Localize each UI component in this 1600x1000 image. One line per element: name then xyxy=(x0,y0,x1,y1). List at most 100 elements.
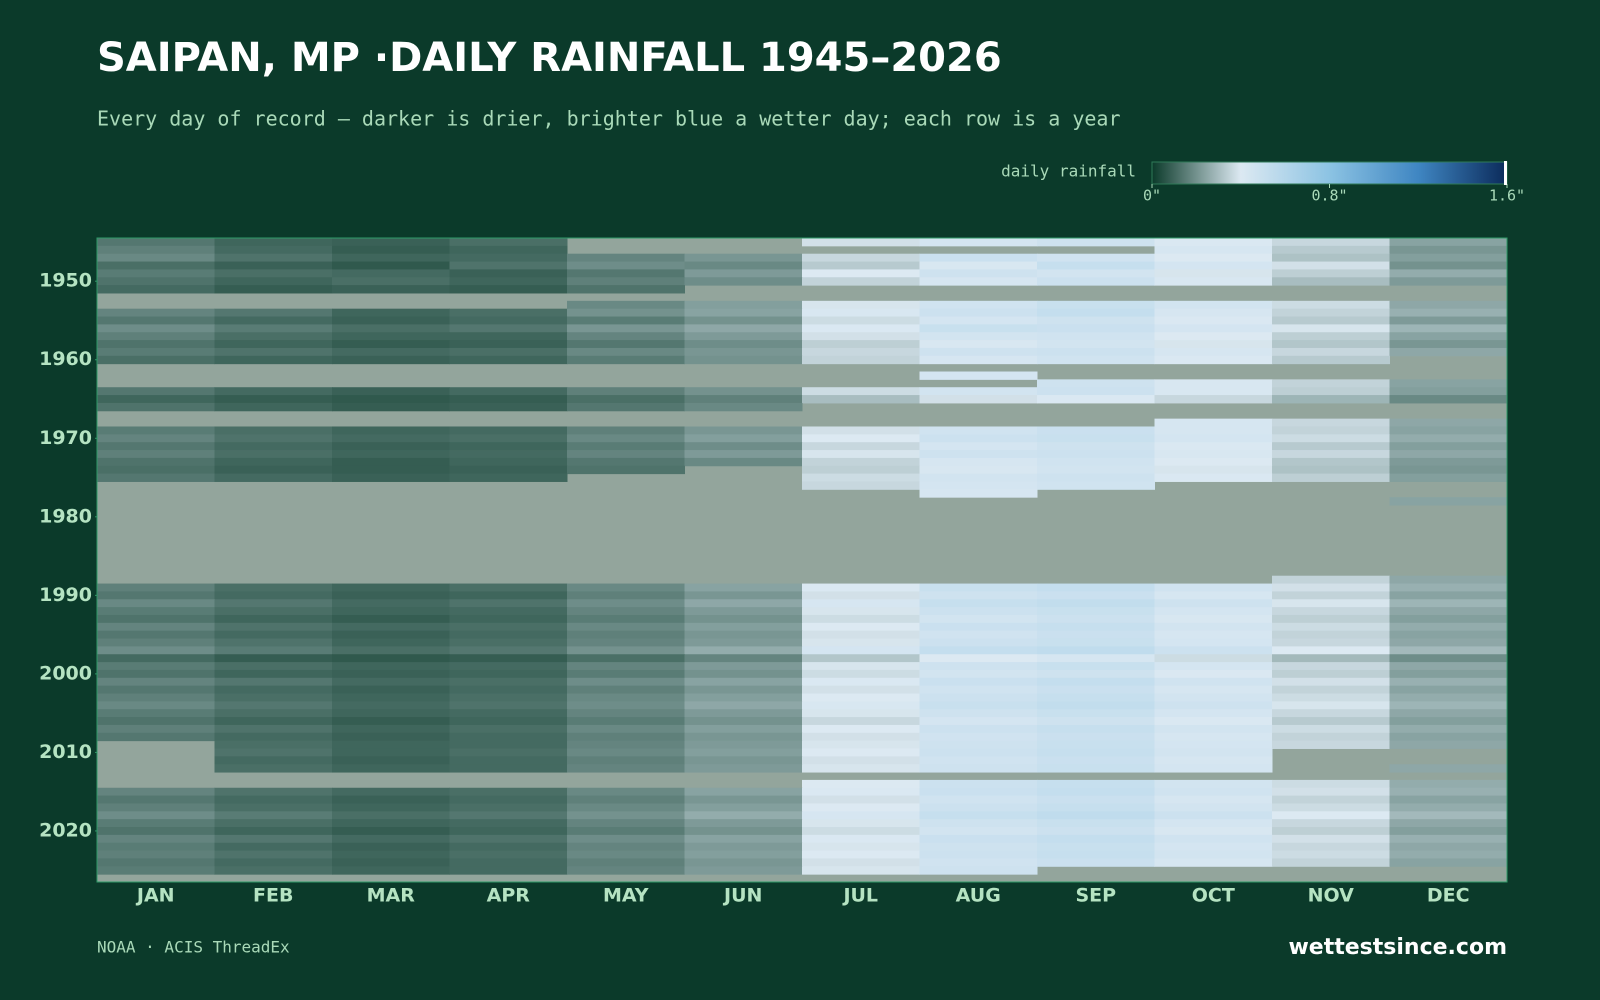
heatmap-cell xyxy=(684,756,803,765)
heatmap-cell xyxy=(1389,787,1508,797)
heatmap-cell xyxy=(214,803,333,812)
heatmap-cell xyxy=(214,662,333,671)
heatmap-cell xyxy=(802,748,920,757)
heatmap-cell xyxy=(802,669,920,679)
heatmap-cell xyxy=(919,489,1038,498)
heatmap-cell xyxy=(449,457,568,467)
heatmap-cell xyxy=(449,756,568,765)
heatmap-cell xyxy=(332,803,450,812)
heatmap-cell xyxy=(1154,238,1273,247)
heatmap-cell xyxy=(1389,347,1508,357)
heatmap-cell xyxy=(1272,850,1390,859)
heatmap-cell xyxy=(97,858,215,867)
heatmap-cell xyxy=(1154,819,1273,828)
heatmap-cell xyxy=(1154,387,1273,396)
heatmap-cell xyxy=(332,662,450,671)
heatmap-cell xyxy=(567,717,685,726)
heatmap-cell xyxy=(449,630,568,640)
x-tick-label: FEB xyxy=(253,885,293,907)
heatmap-cell xyxy=(1154,614,1273,624)
heatmap-cell xyxy=(684,355,803,365)
heatmap-cell xyxy=(919,607,1038,616)
heatmap-cell xyxy=(449,277,568,286)
heatmap-cell xyxy=(1154,277,1273,286)
heatmap-cell xyxy=(1037,614,1155,624)
heatmap-cell xyxy=(1037,850,1155,859)
heatmap-cell xyxy=(1389,583,1508,592)
heatmap-cell xyxy=(567,724,685,734)
heatmap-cell xyxy=(97,795,215,804)
heatmap-cell xyxy=(919,756,1038,765)
heatmap-cell xyxy=(1272,827,1390,836)
heatmap-cell xyxy=(332,646,450,655)
heatmap-cell xyxy=(1037,819,1155,828)
heatmap-cell xyxy=(1389,709,1508,718)
heatmap-cell xyxy=(449,834,568,844)
heatmap-cell xyxy=(97,685,215,695)
heatmap-cell xyxy=(1389,457,1508,467)
heatmap-cell xyxy=(919,701,1038,710)
heatmap-cell xyxy=(684,638,803,647)
source: NOAA · ACIS ThreadEx xyxy=(97,938,290,957)
heatmap-cell xyxy=(1389,607,1508,616)
heatmap-cell xyxy=(97,811,215,820)
heatmap-cell xyxy=(1037,842,1155,852)
heatmap-cell xyxy=(97,340,215,349)
heatmap-cell xyxy=(1389,638,1508,647)
heatmap-cell xyxy=(802,646,920,655)
heatmap-cell xyxy=(1389,395,1508,404)
heatmap-cell xyxy=(449,434,568,443)
heatmap-cell xyxy=(97,269,215,278)
heatmap-cell xyxy=(919,277,1038,286)
heatmap-cell xyxy=(97,583,215,592)
heatmap-cell xyxy=(684,717,803,726)
y-tick-label: 1990 xyxy=(39,584,92,606)
heatmap-cell xyxy=(214,811,333,820)
heatmap-cell xyxy=(567,630,685,640)
heatmap-cell xyxy=(567,740,685,749)
heatmap-cell xyxy=(1272,473,1390,482)
heatmap-cell xyxy=(1389,803,1508,812)
heatmap-cell xyxy=(1037,669,1155,679)
colorbar-tick-label: 0.8" xyxy=(1311,187,1347,205)
heatmap-cell xyxy=(1154,300,1273,310)
heatmap-cell xyxy=(1389,654,1508,663)
heatmap-cell xyxy=(332,402,450,412)
heatmap-cell xyxy=(1272,583,1390,592)
heatmap-cell xyxy=(332,748,450,757)
heatmap-cell xyxy=(1389,253,1508,263)
heatmap-cells xyxy=(97,238,1508,875)
heatmap-cell xyxy=(919,457,1038,467)
heatmap-cell xyxy=(567,709,685,718)
heatmap-cell xyxy=(684,253,803,263)
heatmap-cell xyxy=(1272,340,1390,349)
heatmap-cell xyxy=(1389,238,1508,247)
heatmap-cell xyxy=(802,819,920,828)
heatmap-cell xyxy=(684,402,803,412)
x-tick-label: MAY xyxy=(603,885,649,907)
heatmap-cell xyxy=(567,850,685,859)
heatmap-cell xyxy=(1037,316,1155,325)
heatmap-cell xyxy=(1154,434,1273,443)
heatmap-cell xyxy=(919,465,1038,475)
heatmap-cell xyxy=(332,253,450,263)
heatmap-cell xyxy=(1154,418,1273,427)
heatmap-cell xyxy=(332,717,450,726)
colorbar-label: daily rainfall xyxy=(1001,162,1136,181)
heatmap-cell xyxy=(802,583,920,592)
heatmap-cell xyxy=(1272,819,1390,828)
x-tick-label: JUN xyxy=(722,885,762,907)
heatmap-cell xyxy=(97,724,215,734)
heatmap-cell xyxy=(1154,740,1273,749)
heatmap-cell xyxy=(449,340,568,349)
heatmap-cell xyxy=(802,662,920,671)
heatmap-cell xyxy=(449,709,568,718)
heatmap-cell xyxy=(1154,638,1273,647)
heatmap-cell xyxy=(567,669,685,679)
heatmap-cell xyxy=(332,732,450,742)
heatmap-cell xyxy=(802,677,920,687)
heatmap-cell xyxy=(97,442,215,451)
heatmap-cell xyxy=(919,795,1038,804)
heatmap-cell xyxy=(802,238,920,247)
heatmap-cell xyxy=(97,332,215,341)
